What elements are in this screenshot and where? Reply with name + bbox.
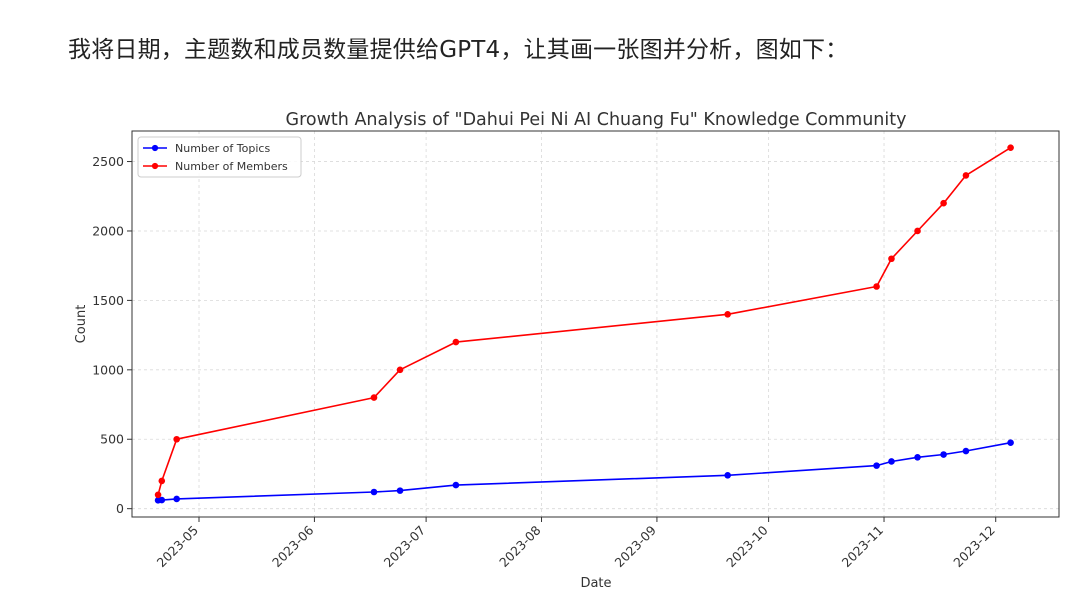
y-tick-label: 1000 — [92, 362, 124, 377]
data-point — [370, 394, 378, 401]
series-layer — [154, 144, 1014, 504]
y-tick-label: 500 — [100, 432, 124, 447]
data-point — [962, 172, 970, 179]
data-point — [154, 491, 162, 499]
y-tick-label: 2000 — [92, 223, 124, 238]
x-tick-label: 2023-05 — [154, 523, 202, 571]
y-axis-ticks: 0 500 1000 1500 2000 2500 — [92, 154, 132, 516]
legend-swatch-marker — [151, 162, 159, 170]
data-point — [158, 496, 166, 504]
y-tick-label: 0 — [116, 501, 124, 516]
data-point — [452, 481, 460, 489]
data-point — [396, 366, 404, 374]
x-tick-label: 2023-07 — [381, 523, 429, 571]
data-point — [962, 447, 970, 455]
x-tick-label: 2023-09 — [612, 522, 660, 570]
y-tick-label: 2500 — [92, 154, 124, 169]
data-point — [1007, 144, 1014, 151]
x-tick-label: 2023-12 — [950, 523, 998, 571]
data-point — [940, 199, 947, 207]
plot-frame — [131, 130, 1060, 518]
legend-entry-label: Number of Members — [175, 160, 288, 173]
y-tick-label: 1500 — [92, 293, 124, 308]
x-tick-label: 2023-10 — [723, 522, 771, 570]
legend-box — [137, 136, 302, 178]
data-point — [724, 472, 731, 479]
data-point — [888, 458, 895, 465]
data-point — [396, 487, 404, 494]
grid-lines — [132, 131, 1059, 517]
legend-swatch-marker — [151, 144, 159, 152]
x-axis-label: Date — [580, 576, 611, 591]
article-caption: 我将日期，主题数和成员数量提供给GPT4，让其画一张图并分析，图如下： — [68, 37, 849, 63]
data-point — [158, 477, 166, 485]
series-line-1 — [157, 147, 1012, 496]
data-point — [173, 495, 180, 503]
series-line-0 — [158, 441, 1011, 502]
legend: Number of Topics Number of Members — [137, 136, 302, 178]
data-point — [1007, 439, 1014, 447]
data-point — [370, 488, 378, 496]
data-point — [724, 310, 731, 318]
data-point — [914, 227, 921, 235]
data-point — [940, 451, 947, 458]
data-point — [873, 462, 880, 469]
data-point — [452, 338, 460, 346]
data-point — [888, 255, 895, 263]
legend-entry-label: Number of Topics — [175, 142, 270, 155]
data-point — [873, 283, 880, 290]
y-axis-label: Count — [74, 305, 89, 344]
x-tick-label: 2023-08 — [496, 522, 544, 570]
x-tick-label: 2023-06 — [269, 522, 317, 570]
x-tick-label: 2023-11 — [839, 523, 887, 571]
x-axis-ticks: 2023-05 2023-06 2023-07 2023-08 2023-09 2023-… — [154, 517, 998, 570]
chart-title: Growth Analysis of "Dahui Pei Ni AI Chua… — [286, 110, 907, 130]
data-point — [914, 453, 921, 461]
data-point — [173, 435, 180, 443]
